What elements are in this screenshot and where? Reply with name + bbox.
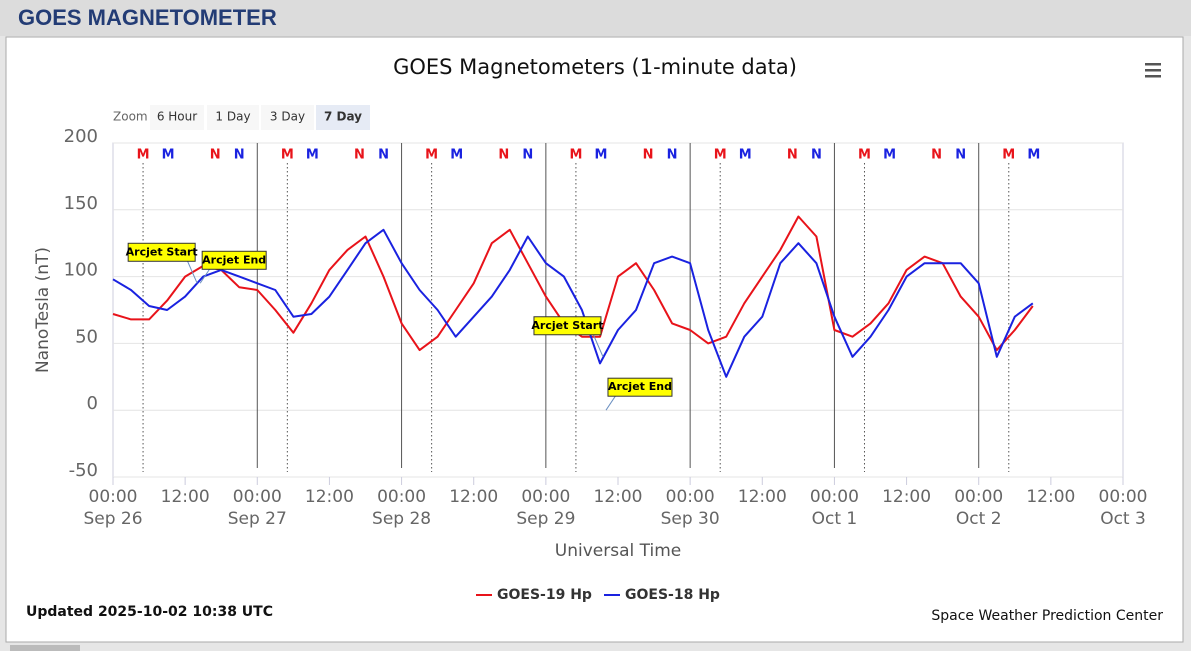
legend-label[interactable]: GOES-18 Hp	[625, 587, 720, 603]
zoom-button[interactable]	[150, 105, 204, 130]
x-tick-label: Sep 26	[83, 509, 142, 529]
x-tick-label: 12:00	[1026, 487, 1075, 507]
legend-label[interactable]: GOES-19 Hp	[497, 587, 592, 603]
mn-marker: M	[306, 148, 319, 163]
mn-marker: N	[955, 148, 966, 163]
mn-marker: N	[787, 148, 798, 163]
annotation-box	[533, 316, 602, 336]
annotation-label: Arcjet End	[202, 253, 266, 266]
mn-marker: N	[931, 148, 942, 163]
mn-marker: N	[234, 148, 245, 163]
x-tick-label: 12:00	[449, 487, 498, 507]
mn-marker: N	[498, 148, 509, 163]
mn-marker: N	[378, 148, 389, 163]
mn-marker: M	[594, 148, 607, 163]
y-tick-label: 100	[64, 260, 98, 281]
page-title: GOES MAGNETOMETER	[18, 5, 277, 30]
mn-marker: M	[858, 148, 871, 163]
x-tick-label: 12:00	[161, 487, 210, 507]
series-line	[112, 228, 1034, 378]
chart-panel	[5, 36, 1184, 643]
zoom-button[interactable]	[261, 105, 314, 130]
mn-marker: M	[137, 148, 150, 163]
x-tick-label: 00:00	[954, 487, 1003, 507]
x-tick-label: 12:00	[882, 487, 931, 507]
annotation-box	[607, 377, 673, 397]
x-tick-label: 12:00	[594, 487, 643, 507]
annotation-label: Arcjet Start	[126, 245, 198, 258]
zoom-button-label[interactable]: 1 Day	[215, 110, 250, 124]
x-tick-label: Oct 3	[1100, 509, 1146, 529]
mn-marker: N	[643, 148, 654, 163]
credit-text: Space Weather Prediction Center	[931, 608, 1163, 624]
zoom-button[interactable]	[316, 105, 370, 130]
annotation-label: Arcjet End	[608, 380, 672, 393]
annotation-box	[201, 250, 267, 270]
x-tick-label: 00:00	[377, 487, 426, 507]
x-tick-label: 00:00	[666, 487, 715, 507]
x-tick-label: 12:00	[738, 487, 787, 507]
mn-marker: M	[450, 148, 463, 163]
x-tick-label: Oct 1	[812, 509, 858, 529]
mn-marker: N	[210, 148, 221, 163]
x-tick-label: Sep 28	[372, 509, 431, 529]
mn-marker: M	[281, 148, 294, 163]
mn-marker: N	[667, 148, 678, 163]
zoom-button-label[interactable]: 7 Day	[324, 110, 362, 124]
zoom-button-label[interactable]: 3 Day	[270, 110, 305, 124]
y-tick-label: -50	[69, 460, 98, 481]
x-tick-label: Sep 27	[228, 509, 287, 529]
annotation-leader	[199, 268, 211, 284]
annotation-leader	[592, 333, 604, 357]
x-tick-label: 00:00	[810, 487, 859, 507]
x-axis-title: Universal Time	[555, 541, 681, 561]
header-bar	[0, 0, 1191, 36]
y-tick-label: 150	[64, 193, 98, 214]
mn-marker: M	[714, 148, 727, 163]
mn-marker: M	[1002, 148, 1015, 163]
x-tick-label: 12:00	[305, 487, 354, 507]
mn-marker: M	[1027, 148, 1040, 163]
mn-marker: M	[739, 148, 752, 163]
x-tick-label: Sep 30	[661, 509, 720, 529]
mn-marker: M	[425, 148, 438, 163]
y-tick-label: 200	[64, 126, 98, 147]
chart-title: GOES Magnetometers (1-minute data)	[393, 55, 797, 79]
x-tick-label: 00:00	[1099, 487, 1148, 507]
annotation-leader	[605, 394, 617, 411]
updated-text: Updated 2025-10-02 10:38 UTC	[26, 604, 273, 620]
mn-marker: N	[354, 148, 365, 163]
zoom-label: Zoom	[113, 110, 148, 124]
scrollbar	[10, 645, 80, 651]
annotation-leader	[186, 260, 198, 284]
annotation-label: Arcjet Start	[531, 319, 603, 332]
zoom-button-label[interactable]: 6 Hour	[157, 110, 197, 124]
y-axis-title: NanoTesla (nT)	[33, 247, 53, 373]
menu-button[interactable]	[1145, 63, 1161, 78]
mn-marker: M	[162, 148, 175, 163]
mn-marker: M	[883, 148, 896, 163]
annotation-box	[127, 242, 196, 262]
mn-marker: M	[569, 148, 582, 163]
y-tick-label: 0	[87, 393, 98, 414]
mn-marker: N	[811, 148, 822, 163]
y-tick-label: 50	[75, 326, 98, 347]
x-tick-label: 00:00	[89, 487, 138, 507]
x-tick-label: Oct 2	[956, 509, 1002, 529]
x-tick-label: 00:00	[521, 487, 570, 507]
x-tick-label: 00:00	[233, 487, 282, 507]
mn-marker: N	[522, 148, 533, 163]
x-tick-label: Sep 29	[516, 509, 575, 529]
zoom-button[interactable]	[207, 105, 259, 130]
